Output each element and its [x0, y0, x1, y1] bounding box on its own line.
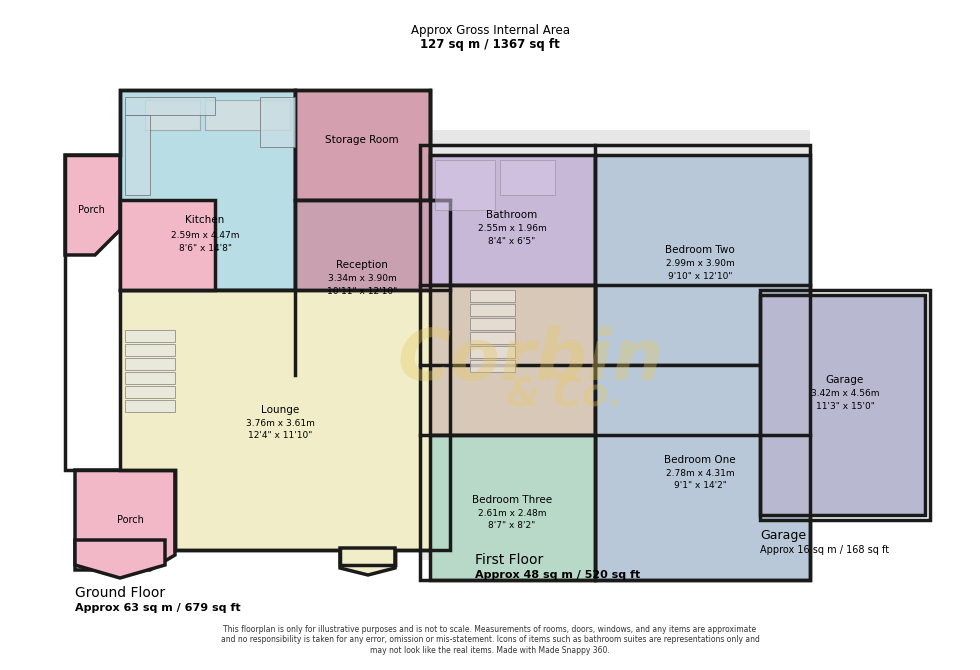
- Bar: [470, 346, 515, 358]
- Polygon shape: [65, 155, 120, 255]
- Text: Porch: Porch: [117, 515, 143, 525]
- Text: 9'1" x 14'2": 9'1" x 14'2": [673, 482, 726, 490]
- Text: 2.59m x 4.47m: 2.59m x 4.47m: [171, 230, 239, 239]
- Bar: [260, 97, 295, 147]
- Text: 11'3" x 15'0": 11'3" x 15'0": [815, 401, 874, 411]
- Bar: [120, 90, 295, 290]
- Bar: [120, 200, 215, 290]
- Text: 127 sq m / 1367 sq ft: 127 sq m / 1367 sq ft: [420, 38, 560, 50]
- Text: Approx Gross Internal Area: Approx Gross Internal Area: [411, 23, 569, 36]
- Bar: [420, 130, 810, 560]
- Text: Bedroom Two: Bedroom Two: [665, 245, 735, 255]
- Bar: [205, 100, 290, 130]
- Bar: [420, 145, 810, 575]
- Bar: [125, 372, 175, 384]
- Polygon shape: [75, 470, 175, 570]
- Text: 8'7" x 8'2": 8'7" x 8'2": [488, 521, 536, 531]
- Polygon shape: [75, 540, 165, 578]
- Bar: [435, 160, 495, 210]
- Text: 3.42m x 4.56m: 3.42m x 4.56m: [810, 389, 879, 397]
- Text: Approx 63 sq m / 679 sq ft: Approx 63 sq m / 679 sq ft: [75, 603, 241, 613]
- Text: First Floor: First Floor: [475, 553, 543, 567]
- Text: Bedroom Three: Bedroom Three: [472, 495, 552, 505]
- Bar: [125, 330, 175, 342]
- Polygon shape: [340, 548, 395, 575]
- Bar: [430, 435, 595, 580]
- Bar: [125, 386, 175, 398]
- Bar: [430, 285, 595, 435]
- Text: 12'4" x 11'10": 12'4" x 11'10": [248, 431, 313, 440]
- Text: Lounge: Lounge: [261, 405, 299, 415]
- Text: 8'6" x 14'8": 8'6" x 14'8": [178, 243, 231, 253]
- Text: 2.78m x 4.31m: 2.78m x 4.31m: [665, 468, 734, 478]
- Text: Approx 16 sq m / 168 sq ft: Approx 16 sq m / 168 sq ft: [760, 545, 889, 555]
- Polygon shape: [120, 290, 450, 565]
- Bar: [470, 318, 515, 330]
- Bar: [295, 200, 450, 375]
- Bar: [760, 295, 925, 515]
- Text: Ground Floor: Ground Floor: [75, 586, 165, 600]
- Bar: [470, 290, 515, 302]
- Text: Reception: Reception: [336, 260, 388, 270]
- Bar: [125, 115, 150, 195]
- Text: 8'4" x 6'5": 8'4" x 6'5": [488, 237, 536, 245]
- Text: Storage Room: Storage Room: [325, 135, 399, 145]
- Text: Porch: Porch: [77, 205, 105, 215]
- Bar: [430, 155, 595, 285]
- Bar: [125, 400, 175, 412]
- Bar: [595, 365, 810, 580]
- Text: 2.99m x 3.90m: 2.99m x 3.90m: [665, 259, 734, 267]
- Text: 2.55m x 1.96m: 2.55m x 1.96m: [477, 224, 547, 232]
- Bar: [145, 100, 200, 130]
- Text: This floorplan is only for illustrative purposes and is not to scale. Measuremen: This floorplan is only for illustrative …: [220, 625, 760, 655]
- Text: Kitchen: Kitchen: [185, 215, 224, 225]
- Bar: [500, 160, 555, 195]
- Bar: [470, 304, 515, 316]
- Text: Bedroom One: Bedroom One: [664, 455, 736, 465]
- Bar: [125, 358, 175, 370]
- Text: 3.34m x 3.90m: 3.34m x 3.90m: [327, 273, 396, 283]
- Text: 10'11" x 12'10": 10'11" x 12'10": [327, 287, 397, 295]
- Text: Bathroom: Bathroom: [486, 210, 538, 220]
- Text: 2.61m x 2.48m: 2.61m x 2.48m: [478, 509, 546, 517]
- Text: Garage: Garage: [826, 375, 864, 385]
- Bar: [595, 155, 810, 365]
- Text: & Co.: & Co.: [507, 376, 623, 414]
- Text: Garage: Garage: [760, 529, 807, 541]
- Text: 3.76m x 3.61m: 3.76m x 3.61m: [246, 419, 315, 427]
- Text: Corbin: Corbin: [397, 326, 663, 395]
- Text: Approx 48 sq m / 520 sq ft: Approx 48 sq m / 520 sq ft: [475, 570, 640, 580]
- Bar: [470, 332, 515, 344]
- Bar: [470, 360, 515, 372]
- Bar: [295, 90, 430, 200]
- Bar: [125, 97, 215, 115]
- Bar: [125, 344, 175, 356]
- Text: 9'10" x 12'10": 9'10" x 12'10": [667, 271, 732, 281]
